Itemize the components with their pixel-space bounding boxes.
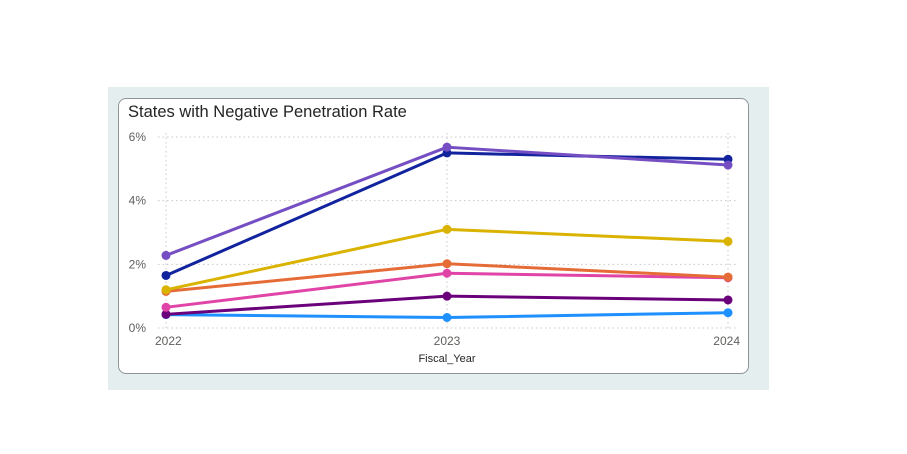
data-point[interactable] [161,285,171,295]
y-tick-label: 0% [129,321,147,335]
x-axis-title: Fiscal_Year [418,353,475,365]
y-tick-label: 4% [129,194,147,208]
series-group [161,142,733,322]
data-point[interactable] [161,270,171,280]
y-tick-label: 6% [129,130,147,144]
series-2[interactable] [161,291,733,319]
y-tick-label: 2% [129,257,147,271]
data-point[interactable] [442,142,452,152]
data-point[interactable] [723,295,733,305]
x-tick-label: 2022 [155,334,182,348]
y-axis: 0% 2% 4% 6% [129,130,147,335]
data-point[interactable] [723,272,733,282]
data-point[interactable] [723,308,733,318]
data-point[interactable] [161,309,171,319]
data-point[interactable] [442,259,452,269]
series-7[interactable] [161,142,733,260]
data-point[interactable] [442,224,452,234]
data-point[interactable] [723,236,733,246]
data-point[interactable] [442,312,452,322]
data-point[interactable] [723,160,733,170]
chart-title: States with Negative Penetration Rate [128,103,407,121]
data-point[interactable] [442,268,452,278]
series-5[interactable] [161,224,733,295]
x-tick-label: 2023 [434,334,461,348]
data-point[interactable] [161,250,171,260]
data-point[interactable] [442,291,452,301]
x-axis: 2022 2023 2024 [155,334,740,348]
data-point[interactable] [161,302,171,312]
x-tick-label: 2024 [713,334,740,348]
